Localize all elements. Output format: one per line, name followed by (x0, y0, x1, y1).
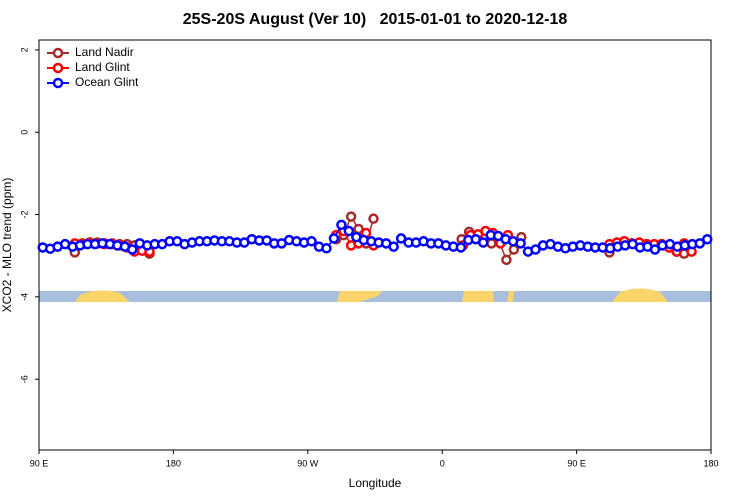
x-tick-label: 90 E (567, 458, 586, 468)
x-tick-label: 180 (703, 458, 718, 468)
land (612, 288, 668, 302)
data-point (530, 244, 541, 255)
x-tick-label: 90 E (30, 458, 49, 468)
data-point (345, 211, 357, 222)
legend-label: Land Glint (75, 60, 130, 74)
data-point (306, 236, 317, 247)
legend-marker (52, 47, 64, 59)
legend-marker (52, 62, 64, 74)
land (337, 291, 382, 302)
data-point (336, 219, 347, 231)
data-point (127, 244, 138, 255)
land (507, 291, 514, 302)
legend-label: Land Nadir (75, 45, 134, 59)
x-axis-label: Longitude (349, 476, 402, 490)
y-tick-label: 0 (19, 130, 29, 135)
x-tick-label: 180 (166, 458, 181, 468)
data-point (515, 238, 526, 249)
x-tick-label: 90 W (297, 458, 319, 468)
x-tick-label: 0 (440, 458, 445, 468)
data-point (395, 233, 407, 244)
data-point (694, 238, 706, 249)
data-point (368, 213, 379, 224)
y-tick-label: -6 (19, 375, 29, 383)
legend-marker (52, 77, 64, 89)
data-point (321, 243, 332, 254)
y-axis-label: XCO2 - MLO trend (ppm) (0, 178, 14, 313)
data-point (343, 225, 355, 237)
chart-title: 25S-20S August (Ver 10) 2015-01-01 to 20… (183, 11, 568, 28)
data-point (702, 233, 713, 245)
land-ocean-strip (39, 288, 711, 302)
land (462, 291, 494, 302)
data-point (478, 237, 489, 248)
y-tick-label: 2 (19, 47, 29, 52)
y-tick-label: -2 (19, 211, 29, 219)
data-point (328, 233, 340, 244)
y-tick-label: -4 (19, 293, 29, 301)
data-point (388, 241, 399, 252)
land (75, 290, 130, 302)
data-point (649, 244, 661, 255)
legend-label: Ocean Glint (75, 75, 139, 89)
data-point (455, 242, 467, 253)
data-point (501, 254, 512, 266)
